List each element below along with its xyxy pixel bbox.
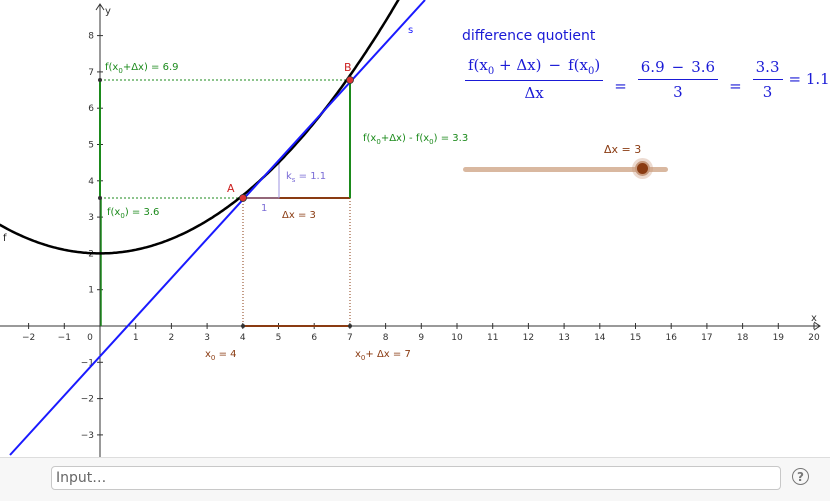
x-tick-label: −2 bbox=[22, 333, 35, 343]
x-tick-label: 18 bbox=[737, 333, 749, 343]
point-b-label: B bbox=[344, 61, 352, 74]
y-tick-label: 4 bbox=[88, 177, 94, 187]
x-tick-group: −2 −1 0 1 2 3 4 5 6 7 8 9 10 11 12 13 14 15 16 17 18 19 20 bbox=[22, 323, 820, 343]
point-b[interactable] bbox=[346, 76, 354, 84]
x-tick-label: 0 bbox=[87, 333, 93, 343]
label-x1: x0+ Δx = 7 bbox=[355, 349, 411, 362]
y-point-fx1 bbox=[98, 78, 102, 82]
secant-line-s bbox=[9, 0, 426, 456]
y-tick-label: 7 bbox=[88, 68, 94, 78]
label-fx0: f(x0) = 3.6 bbox=[107, 207, 159, 220]
label-dx: Δx = 3 bbox=[282, 210, 316, 221]
label-x0: x0 = 4 bbox=[205, 349, 237, 362]
x-tick-label: 10 bbox=[451, 333, 463, 343]
point-a-label: A bbox=[227, 182, 235, 195]
label-one: 1 bbox=[261, 203, 267, 214]
input-field[interactable] bbox=[51, 466, 781, 490]
x-tick-label: 14 bbox=[594, 333, 606, 343]
x-tick-label: 12 bbox=[523, 333, 534, 343]
x-tick-label: 5 bbox=[276, 333, 282, 343]
x-tick-label: 16 bbox=[665, 333, 677, 343]
label-difference: f(x0+Δx) - f(x0) = 3.3 bbox=[363, 133, 468, 146]
x-tick-label: 11 bbox=[487, 333, 498, 343]
input-bar: ? bbox=[0, 457, 830, 501]
x-point-x0 bbox=[241, 324, 245, 328]
slider-label: Δx = 3 bbox=[604, 143, 642, 156]
x-axis-label: x bbox=[811, 313, 817, 324]
y-tick-label: 3 bbox=[88, 213, 94, 223]
y-tick-label: −1 bbox=[81, 358, 94, 368]
x-tick-label: 17 bbox=[701, 333, 712, 343]
help-button[interactable]: ? bbox=[792, 468, 809, 485]
x-tick-label: 7 bbox=[347, 333, 353, 343]
formula-result: = 1.1 bbox=[788, 70, 830, 88]
formula-equals-1: = bbox=[614, 77, 627, 95]
y-tick-label: 8 bbox=[88, 32, 94, 42]
y-tick-label: −2 bbox=[81, 395, 94, 405]
x-tick-label: 20 bbox=[808, 333, 820, 343]
point-a[interactable] bbox=[239, 194, 247, 202]
y-point-fx0 bbox=[98, 196, 102, 200]
x-tick-label: 19 bbox=[773, 333, 785, 343]
x-tick-label: 4 bbox=[240, 333, 246, 343]
y-tick-label: −3 bbox=[81, 431, 94, 441]
y-axis-label: y bbox=[105, 6, 111, 17]
y-tick-label: 1 bbox=[88, 286, 94, 296]
formula-title: difference quotient bbox=[462, 28, 596, 44]
function-curve-f bbox=[0, 0, 400, 255]
x-tick-label: 1 bbox=[133, 333, 139, 343]
x-point-x1 bbox=[348, 324, 352, 328]
curve-label-f: f bbox=[3, 233, 7, 244]
secant-label-s: s bbox=[408, 25, 413, 36]
label-ks: ks = 1.1 bbox=[286, 171, 326, 184]
formula-equals-2: = bbox=[729, 77, 742, 95]
label-fx1: f(x0+Δx) = 6.9 bbox=[105, 62, 179, 75]
x-tick-label: 8 bbox=[383, 333, 389, 343]
y-tick-label: 6 bbox=[88, 104, 94, 114]
unit-slope-triangle bbox=[243, 160, 280, 199]
difference-quotient-formula: f(x0 + Δx) − f(x0) Δx = 6.9−3.6 3 = 3.3 3 … bbox=[463, 56, 830, 102]
x-axis-arrow bbox=[813, 321, 821, 331]
x-tick-label: 13 bbox=[558, 333, 569, 343]
x-tick-label: 2 bbox=[169, 333, 175, 343]
x-tick-label: 3 bbox=[204, 333, 210, 343]
x-tick-label: 6 bbox=[311, 333, 317, 343]
x-tick-label: 9 bbox=[418, 333, 424, 343]
formula-fraction-result: 3.3 3 bbox=[752, 58, 783, 101]
x-tick-label: −1 bbox=[58, 333, 71, 343]
formula-fraction-values: 6.9−3.6 3 bbox=[637, 58, 719, 101]
slider-knob[interactable] bbox=[634, 161, 650, 176]
x-tick-label: 15 bbox=[630, 333, 641, 343]
slider-track[interactable] bbox=[463, 167, 668, 172]
y-axis-arrow bbox=[95, 3, 105, 11]
graphics-view[interactable]: x y −2 −1 0 1 2 3 4 5 6 7 8 9 10 11 12 13 14 15 16 17 18 19 20… bbox=[0, 0, 830, 457]
y-tick-label: 5 bbox=[88, 141, 94, 151]
formula-fraction-symbolic: f(x0 + Δx) − f(x0) Δx bbox=[465, 56, 604, 102]
